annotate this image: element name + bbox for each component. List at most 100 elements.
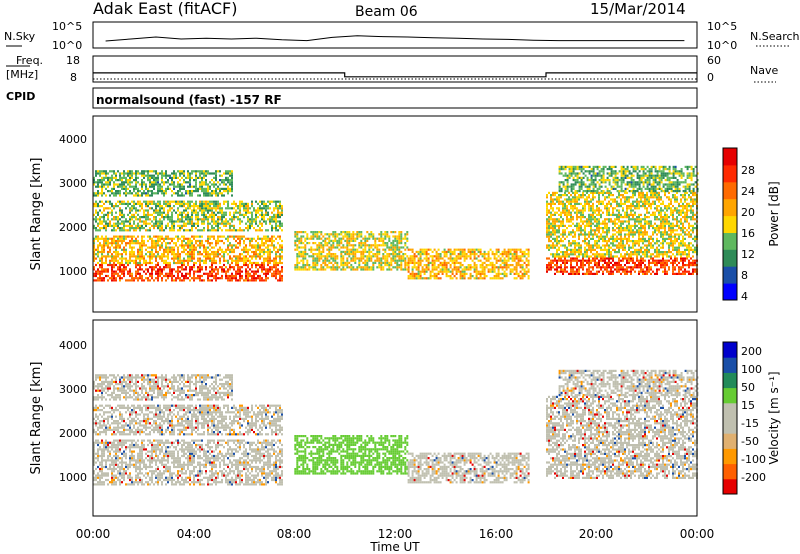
power-cell <box>245 274 247 278</box>
power-cell <box>211 279 213 282</box>
power-cell <box>461 268 464 271</box>
power-cell <box>201 200 203 203</box>
power-cell <box>413 264 416 267</box>
power-cell <box>157 255 159 258</box>
power-cell <box>257 207 259 210</box>
power-cell <box>241 266 243 269</box>
power-cell <box>105 257 107 260</box>
power-cell <box>123 220 125 223</box>
power-cell <box>163 239 165 243</box>
power-cell <box>396 266 399 269</box>
power-cell <box>95 200 97 203</box>
power-cell <box>93 257 95 260</box>
power-cell <box>189 192 191 195</box>
power-cell <box>527 248 530 251</box>
power-cell <box>654 272 656 275</box>
power-cell <box>409 277 412 280</box>
power-cell <box>273 200 275 203</box>
power-cell <box>165 261 167 265</box>
power-cell <box>219 261 221 265</box>
power-cell <box>407 261 410 264</box>
power-cell <box>370 246 373 249</box>
power-cell <box>111 239 113 243</box>
power-cell <box>97 205 99 208</box>
power-cell <box>694 251 696 254</box>
power-cell <box>113 270 115 273</box>
power-cell <box>233 277 235 280</box>
power-cell <box>429 248 432 251</box>
power-cell <box>97 172 99 175</box>
power-cell <box>97 211 99 214</box>
power-cell <box>149 200 151 203</box>
power-cell <box>203 183 205 186</box>
power-cell <box>209 242 211 245</box>
power-cell <box>191 255 193 258</box>
power-cell <box>652 270 654 273</box>
power-cell <box>562 253 564 256</box>
power-cell <box>149 257 151 260</box>
power-cell <box>93 224 95 227</box>
power-cell <box>684 259 686 262</box>
power-cell <box>409 275 412 278</box>
power-cell <box>380 237 383 240</box>
power-cell <box>253 237 255 240</box>
power-cell <box>692 248 694 251</box>
power-cell <box>201 244 203 247</box>
power-cell <box>141 248 143 251</box>
power-cell <box>632 261 634 264</box>
power-cell <box>612 248 614 251</box>
power-cell <box>515 248 518 251</box>
power-cell <box>634 233 636 236</box>
power-cell <box>111 179 113 182</box>
power-cell <box>491 270 494 273</box>
power-panel: Slant Range [km] 1000 2000 3000 4000 28 … <box>29 115 781 313</box>
power-cell <box>215 253 217 256</box>
power-cell <box>251 224 253 227</box>
power-cell <box>249 244 251 247</box>
power-cell <box>247 270 249 273</box>
power-cell <box>153 268 155 271</box>
power-cell <box>650 266 652 269</box>
power-cell <box>596 261 598 264</box>
power-cell <box>556 266 558 269</box>
power-cell <box>203 279 205 282</box>
power-cell <box>596 270 598 273</box>
power-cell <box>153 209 155 212</box>
power-cell <box>175 235 177 238</box>
power-cell <box>318 244 321 247</box>
power-cell <box>131 248 133 251</box>
power-cell <box>548 209 550 212</box>
power-cell <box>227 277 229 280</box>
power-cell <box>107 179 109 182</box>
power-cell <box>642 270 644 273</box>
power-cell <box>554 259 556 262</box>
power-cell <box>572 235 574 238</box>
power-cell <box>552 231 554 234</box>
power-cell <box>195 218 197 221</box>
power-cell <box>263 218 265 221</box>
power-cell <box>562 259 564 262</box>
power-cell <box>271 266 273 269</box>
power-cell <box>219 239 221 243</box>
power-cell <box>115 242 117 245</box>
power-cell <box>159 200 161 203</box>
power-cell <box>135 229 137 232</box>
power-cell <box>163 194 165 197</box>
power-cell <box>177 224 179 227</box>
power-cell <box>558 266 560 269</box>
power-cell <box>223 216 225 219</box>
power-cell <box>441 266 444 269</box>
power-cell <box>157 250 159 254</box>
power-cell <box>123 181 125 184</box>
power-cell <box>380 259 383 262</box>
power-cell <box>115 218 117 221</box>
nsky-tick-top: 10^5 <box>52 20 82 33</box>
power-cell <box>556 211 558 214</box>
power-cell <box>145 248 147 251</box>
power-cell <box>189 270 191 273</box>
power-cell <box>443 248 446 251</box>
power-cell <box>185 274 187 278</box>
power-cell <box>400 239 403 242</box>
power-cell <box>239 279 241 282</box>
power-cell <box>690 246 692 249</box>
